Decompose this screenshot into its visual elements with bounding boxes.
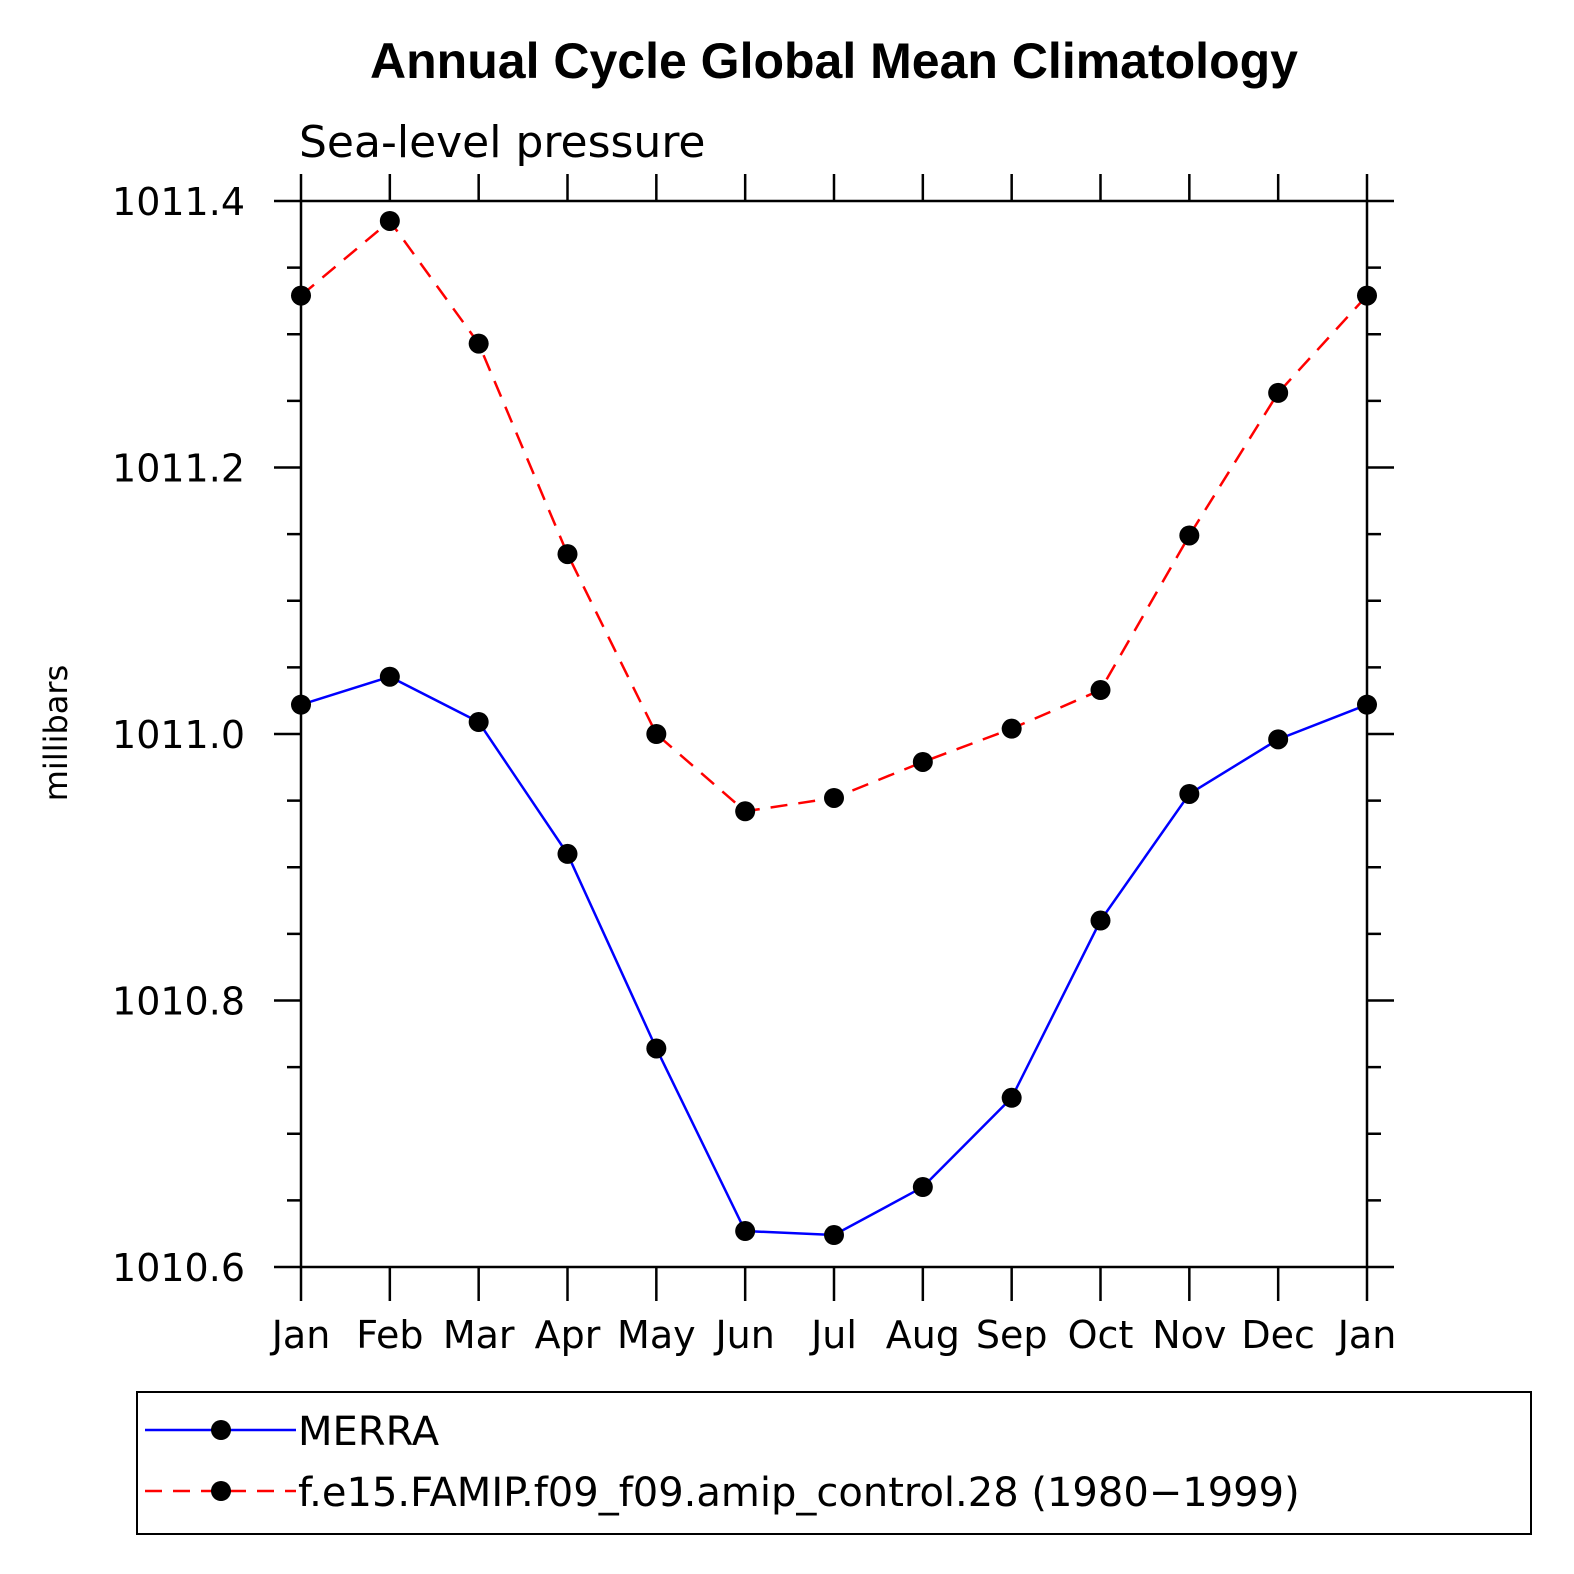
series-2-marker <box>735 801 756 822</box>
x-tick-label: Jan <box>270 1313 331 1357</box>
x-tick-label: Jun <box>713 1313 774 1357</box>
x-tick-label: Aug <box>886 1313 960 1357</box>
series-1-marker <box>646 1038 667 1059</box>
x-axis-ticks: Jan Feb Mar Apr May Jun Jul Aug Sep Oct Nov Dec Jan <box>270 174 1397 1357</box>
series-1-marker <box>735 1221 756 1242</box>
y-tick-label: 1011.0 <box>112 713 245 757</box>
series-line-2 <box>300 219 1368 813</box>
x-tick-label: Jan <box>1336 1313 1397 1357</box>
x-tick-label: Sep <box>976 1313 1048 1357</box>
chart-title: Annual Cycle Global Mean Climatology <box>370 33 1298 89</box>
series-2-marker <box>1268 382 1289 403</box>
legend-label-1: MERRA <box>298 1409 440 1455</box>
x-tick-label: Dec <box>1241 1313 1315 1357</box>
series-1-marker <box>1179 783 1200 804</box>
legend: MERRA f.e15.FAMIP.f09_f09.amip_control.28… <box>136 1391 1532 1535</box>
series-1-marker <box>557 843 578 864</box>
series-2-marker <box>468 333 489 354</box>
legend-marker-2 <box>211 1481 231 1501</box>
x-tick-label: Apr <box>535 1313 601 1357</box>
x-tick-label: Jul <box>809 1313 857 1357</box>
series-1-marker <box>1090 910 1111 931</box>
legend-items: MERRA f.e15.FAMIP.f09_f09.amip_control.28… <box>145 1409 1300 1516</box>
series-1-marker <box>912 1177 933 1198</box>
plot-series <box>291 210 1377 1246</box>
series-2-marker <box>646 724 667 744</box>
series-1-marker <box>291 694 311 715</box>
series-line-1 <box>300 675 1368 1237</box>
chart-subtitle: Sea-level pressure <box>299 117 706 168</box>
series-2-marker <box>824 787 844 808</box>
series-1-marker <box>379 666 400 687</box>
legend-box <box>136 1391 1532 1535</box>
plot-frame <box>299 199 1369 1269</box>
series-1-marker <box>1357 694 1377 715</box>
x-tick-label: May <box>617 1313 696 1357</box>
series-2-marker <box>1090 680 1111 701</box>
x-tick-label: Oct <box>1068 1313 1134 1357</box>
x-tick-label: Nov <box>1152 1313 1226 1357</box>
series-1-marker <box>468 712 489 733</box>
series-1-marker <box>1268 729 1289 750</box>
series-2-marker <box>291 285 311 306</box>
series-2-marker <box>557 544 578 565</box>
y-tick-label: 1011.2 <box>112 447 245 491</box>
legend-label-2: f.e15.FAMIP.f09_f09.amip_control.28 (198… <box>298 1470 1300 1516</box>
series-1-marker <box>1001 1087 1022 1108</box>
y-axis-ticks: 1010.6 1010.8 1011.0 1011.2 1011.4 <box>112 180 1394 1290</box>
series-2-marker <box>1179 525 1200 546</box>
series-2-marker <box>1001 718 1022 739</box>
y-axis-label: millibars <box>37 665 75 801</box>
y-tick-label: 1010.8 <box>112 980 245 1024</box>
y-tick-label: 1011.4 <box>112 180 245 224</box>
series-2-marker <box>912 751 933 772</box>
series-1-marker <box>824 1225 844 1246</box>
legend-marker-1 <box>211 1420 231 1440</box>
series-2-marker <box>1357 285 1377 306</box>
x-tick-label: Feb <box>356 1313 423 1357</box>
series-2-marker <box>379 210 400 231</box>
y-tick-label: 1010.6 <box>112 1246 245 1290</box>
x-tick-label: Mar <box>443 1313 515 1357</box>
